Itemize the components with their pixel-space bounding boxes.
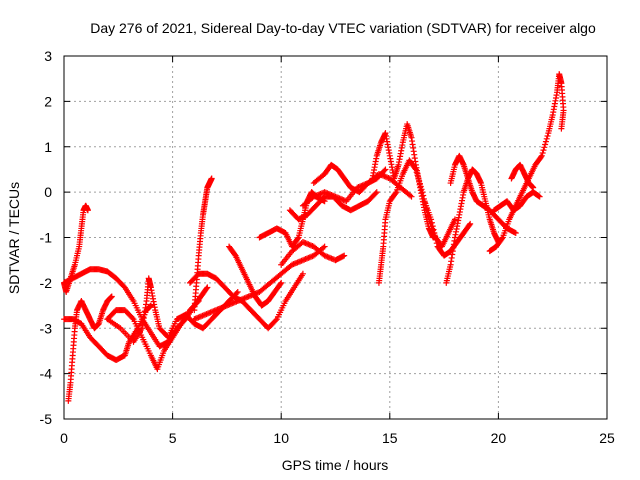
data-point bbox=[84, 207, 91, 214]
data-point bbox=[543, 135, 550, 142]
series-arc22 bbox=[491, 189, 543, 214]
data-point bbox=[299, 270, 306, 277]
data-point bbox=[498, 235, 505, 242]
y-tick-label: 1 bbox=[44, 139, 52, 155]
series-arc19 bbox=[443, 166, 502, 286]
y-tick-label: -2 bbox=[40, 275, 53, 291]
data-point bbox=[418, 186, 425, 193]
data-point bbox=[432, 233, 439, 240]
x-tick-label: 25 bbox=[599, 430, 615, 446]
data-point bbox=[208, 175, 215, 182]
data-point bbox=[129, 315, 136, 322]
data-point bbox=[381, 167, 388, 174]
data-point bbox=[320, 244, 327, 251]
x-tick-label: 5 bbox=[169, 430, 177, 446]
data-point bbox=[412, 166, 419, 173]
data-point bbox=[466, 222, 473, 229]
x-tick-label: 0 bbox=[60, 430, 68, 446]
data-point bbox=[541, 144, 548, 151]
data-point bbox=[233, 290, 240, 297]
data-point bbox=[294, 235, 301, 242]
data-point bbox=[407, 192, 414, 199]
data-point bbox=[417, 183, 424, 190]
data-point bbox=[412, 165, 419, 172]
data-point bbox=[277, 281, 284, 288]
y-tick-label: -3 bbox=[40, 320, 53, 336]
data-marks bbox=[61, 71, 567, 404]
grid-lines bbox=[64, 56, 607, 419]
data-point bbox=[432, 236, 439, 243]
series-arc9 bbox=[191, 243, 328, 323]
data-point bbox=[272, 317, 279, 324]
data-point bbox=[373, 189, 380, 196]
data-point bbox=[433, 240, 440, 247]
data-point bbox=[538, 153, 545, 160]
data-point bbox=[536, 193, 543, 200]
data-point bbox=[321, 243, 328, 250]
data-point bbox=[428, 216, 435, 223]
data-point bbox=[203, 285, 210, 292]
x-tick-label: 15 bbox=[382, 430, 398, 446]
data-point bbox=[544, 132, 551, 139]
data-point bbox=[512, 229, 519, 236]
data-point bbox=[382, 166, 389, 173]
data-point bbox=[420, 192, 427, 199]
data-point bbox=[416, 180, 423, 187]
data-point bbox=[430, 226, 437, 233]
series-arc21 bbox=[486, 71, 567, 255]
data-point bbox=[467, 220, 474, 227]
y-tick-label: -5 bbox=[40, 411, 53, 427]
data-point bbox=[419, 189, 426, 196]
x-tick-label: 10 bbox=[273, 430, 289, 446]
data-point bbox=[451, 216, 458, 223]
series-arc10 bbox=[226, 243, 285, 309]
data-point bbox=[558, 125, 565, 132]
series-arc12 bbox=[278, 239, 348, 268]
series-arc15 bbox=[299, 170, 415, 209]
data-point bbox=[372, 190, 379, 197]
data-point bbox=[147, 302, 154, 309]
y-tick-label: -1 bbox=[40, 230, 53, 246]
y-tick-label: 3 bbox=[44, 48, 52, 64]
data-point bbox=[431, 229, 438, 236]
data-point bbox=[542, 138, 549, 145]
series-arc7 bbox=[191, 175, 215, 314]
data-point bbox=[413, 169, 420, 176]
data-point bbox=[278, 279, 285, 286]
data-point bbox=[416, 177, 423, 184]
data-point bbox=[204, 284, 211, 291]
axis-ticks: 0 5 10 15 20 25 -5 -4 -3 -2 -1 0 1 2 3 bbox=[40, 48, 615, 446]
data-point bbox=[234, 288, 241, 295]
data-point bbox=[538, 152, 545, 159]
data-point bbox=[429, 223, 436, 230]
data-point bbox=[530, 184, 537, 191]
series-arc13 bbox=[286, 189, 380, 223]
y-tick-label: 0 bbox=[44, 184, 52, 200]
series-arc23 bbox=[508, 161, 537, 191]
data-point bbox=[539, 149, 546, 156]
x-tick-label: 20 bbox=[491, 430, 507, 446]
data-point bbox=[542, 141, 549, 148]
data-point bbox=[108, 293, 115, 300]
data-point bbox=[341, 252, 348, 259]
y-tick-label: 2 bbox=[44, 93, 52, 109]
data-point bbox=[414, 172, 421, 179]
chart-title: Day 276 of 2021, Sidereal Day-to-day VTE… bbox=[90, 20, 596, 36]
series-arc2 bbox=[65, 293, 115, 404]
data-point bbox=[540, 147, 547, 154]
series-arc20 bbox=[447, 152, 519, 236]
series-arc1 bbox=[61, 202, 91, 295]
x-axis-label: GPS time / hours bbox=[282, 457, 389, 473]
series-arc5 bbox=[104, 298, 202, 373]
data-point bbox=[195, 298, 202, 305]
data-point bbox=[392, 190, 399, 197]
data-point bbox=[408, 193, 415, 200]
data-point bbox=[415, 174, 422, 181]
data-point bbox=[428, 219, 435, 226]
series-arc8 bbox=[186, 270, 306, 332]
y-axis-label: SDTVAR / TECUs bbox=[6, 182, 22, 294]
y-tick-label: -4 bbox=[40, 366, 53, 382]
